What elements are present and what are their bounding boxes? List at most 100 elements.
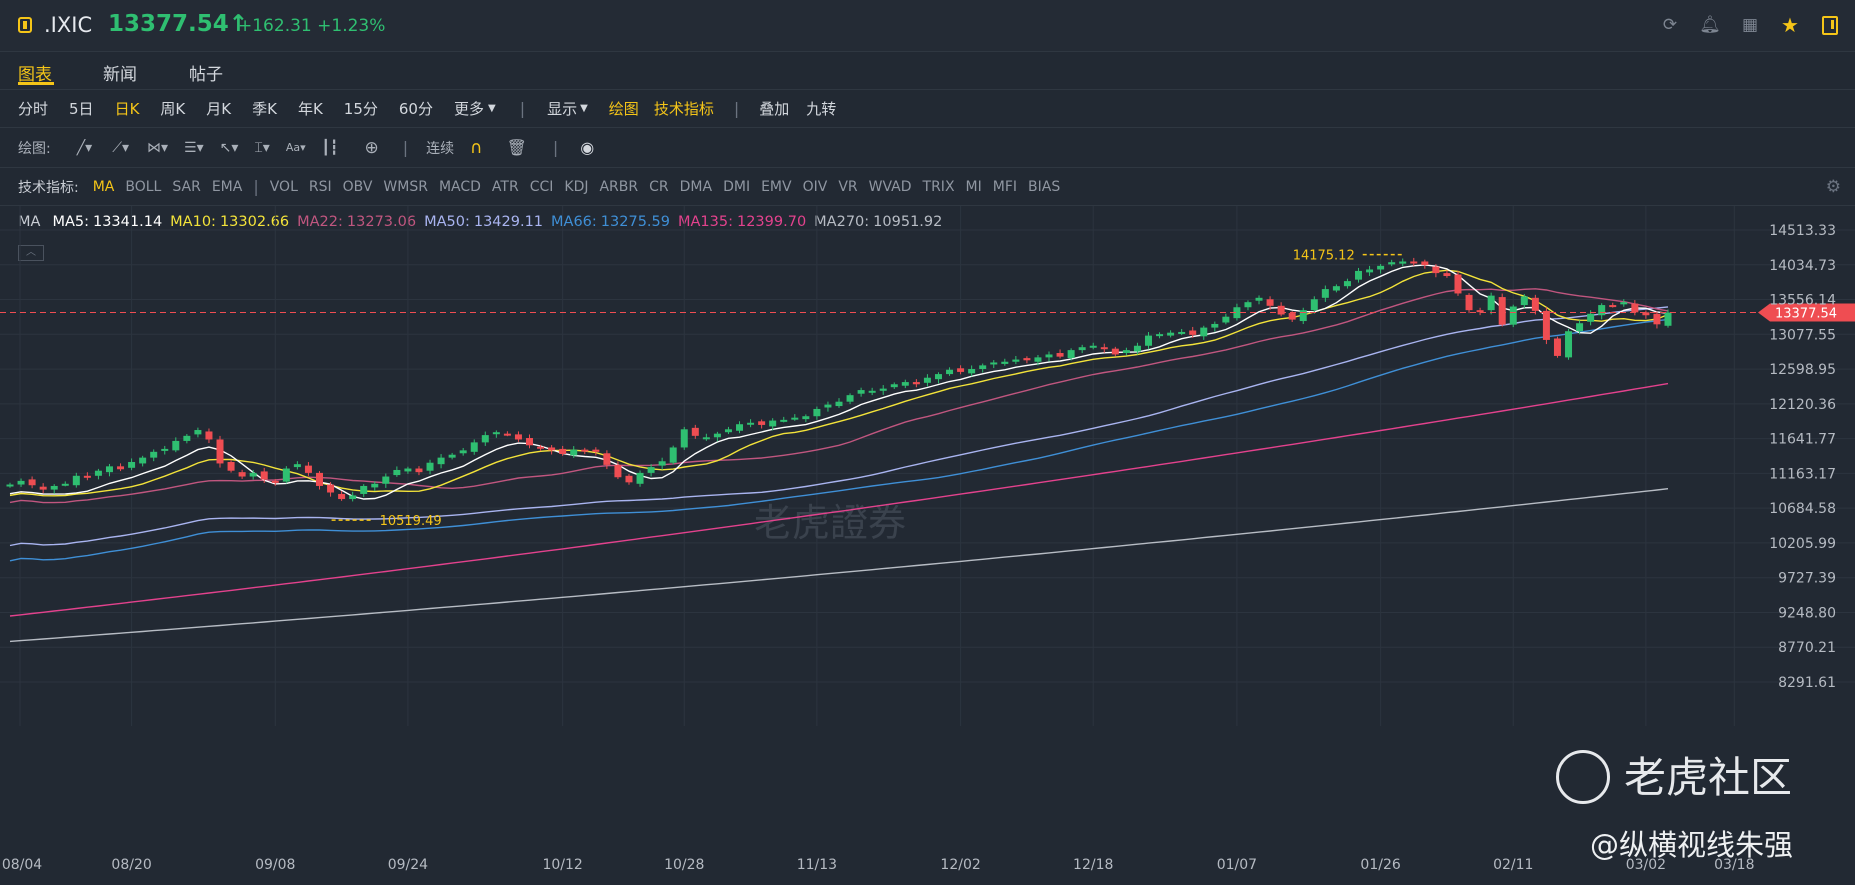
candle-body <box>923 377 931 383</box>
candle-tool-icon[interactable]: ┃┇ <box>321 139 339 156</box>
settings-icon[interactable]: ⚙ <box>1825 177 1841 197</box>
nine-turn-button[interactable]: 九转 <box>806 100 837 118</box>
caret-down-icon[interactable]: ▼ <box>580 103 588 114</box>
indicator-vr[interactable]: VR <box>838 178 858 195</box>
ma-legend-value: 13341.14 <box>92 214 163 230</box>
polyline-tool-icon[interactable]: ⟋▾ <box>112 139 130 156</box>
text-tool-icon[interactable]: Aa▾ <box>285 141 306 154</box>
candle-body <box>713 433 721 438</box>
indicator-macd[interactable]: MACD <box>438 178 481 195</box>
indicator-bias[interactable]: BIAS <box>1028 178 1061 195</box>
period-daily[interactable]: 日K <box>114 100 140 118</box>
indicator-mi[interactable]: MI <box>965 178 982 195</box>
period-quarterly[interactable]: 季K <box>252 100 277 118</box>
period-60min[interactable]: 60分 <box>398 100 433 118</box>
indicator-ema[interactable]: EMA <box>211 178 243 195</box>
indicator-dmi[interactable]: DMI <box>723 178 751 195</box>
bell-icon[interactable]: 🔔︎ <box>1699 15 1721 35</box>
candle-body <box>1343 281 1351 287</box>
y-axis: 14513.33 14034.73 13556.14 13077.55 12598.95… <box>1769 223 1836 691</box>
y-tick-label: 12120.36 <box>1769 397 1836 413</box>
indicator-boll[interactable]: BOLL <box>125 178 162 195</box>
period-monthly[interactable]: 月K <box>206 100 232 118</box>
period-yearly[interactable]: 年K <box>297 100 323 118</box>
indicator-toolbar: 技术指标: MA BOLL SAR EMA | VOL RSI OBV WMSR MACD ATR C… <box>0 168 1855 206</box>
candle-body <box>1542 310 1550 340</box>
line-tool-icon[interactable]: ╱▾ <box>76 139 93 156</box>
indicator-emv[interactable]: EMV <box>761 178 792 195</box>
indicator-rsi[interactable]: RSI <box>308 178 332 195</box>
y-tick-label: 10684.58 <box>1769 501 1836 517</box>
indicator-mfi[interactable]: MFI <box>992 178 1018 195</box>
indicator-trix[interactable]: TRIX <box>922 178 955 195</box>
candle-body <box>1421 261 1429 266</box>
star-icon[interactable]: ★ <box>1781 13 1799 37</box>
candle-body <box>592 449 600 452</box>
candle-body <box>780 419 788 422</box>
eye-icon[interactable]: ◉ <box>580 138 595 157</box>
candle-body <box>161 448 169 451</box>
indicator-toggle[interactable]: 技术指标 <box>653 100 714 118</box>
period-15min[interactable]: 15分 <box>343 100 378 118</box>
pattern-tool-icon[interactable]: ⋈▾ <box>147 139 169 156</box>
grid-icon[interactable]: ▦ <box>1741 15 1759 35</box>
candle-body <box>481 435 489 443</box>
panel-icon[interactable] <box>1819 14 1841 36</box>
x-tick-label: 12/18 <box>1073 857 1113 873</box>
ma-lines <box>9 264 1669 643</box>
caret-down-icon[interactable]: ▼ <box>487 103 496 114</box>
candle-body <box>338 493 346 500</box>
period-more[interactable]: 更多 <box>453 100 484 118</box>
zoom-icon[interactable]: ⊕ <box>364 137 379 158</box>
candle-body <box>1067 350 1075 359</box>
indicator-sar[interactable]: SAR <box>172 178 201 195</box>
ma-legend-value: 13273.06 <box>346 214 417 230</box>
author-watermark: @纵横视线朱强 <box>1590 828 1794 862</box>
candle-body <box>680 429 688 448</box>
overlay-button[interactable]: 叠加 <box>759 100 790 118</box>
candle-body <box>50 485 58 490</box>
period-weekly[interactable]: 周K <box>160 100 186 118</box>
indicator-arbr[interactable]: ARBR <box>599 178 639 195</box>
candles <box>6 257 1672 502</box>
measure-tool-icon[interactable]: ⌶▾ <box>254 139 270 156</box>
chart-grid <box>0 206 1855 726</box>
tab-chart[interactable]: 图表 <box>18 65 52 85</box>
indicator-atr[interactable]: ATR <box>491 178 519 195</box>
candle-body <box>205 431 213 440</box>
indicator-oiv[interactable]: OIV <box>802 178 828 195</box>
arrow-tool-icon[interactable]: ↖▾ <box>219 139 239 156</box>
display-menu[interactable]: 显示 <box>547 100 578 118</box>
period-5day[interactable]: 5日 <box>69 100 94 118</box>
ma-legend-item: MA5: 13341.14 <box>52 214 162 230</box>
tab-news[interactable]: 新闻 <box>103 65 137 85</box>
indicator-cci[interactable]: CCI <box>529 178 554 195</box>
candle-body <box>1598 305 1606 316</box>
ma-legend-label: MA10: <box>170 214 216 230</box>
indicator-cr[interactable]: CR <box>649 178 669 195</box>
magnet-icon[interactable]: ∩ <box>470 137 483 158</box>
indicator-obv[interactable]: OBV <box>342 178 373 195</box>
indicator-kdj[interactable]: KDJ <box>564 178 589 195</box>
y-tick-label: 9727.39 <box>1778 571 1836 587</box>
refresh-icon[interactable]: ⟳ <box>1662 15 1678 35</box>
candle-body <box>371 483 379 488</box>
sidebar-toggle-icon[interactable] <box>18 17 32 33</box>
candle-body <box>724 429 732 433</box>
indicator-wvad[interactable]: WVAD <box>868 178 912 195</box>
trash-icon[interactable]: 🗑︎ <box>506 138 527 157</box>
candle-body <box>1255 297 1263 301</box>
indicator-wmsr[interactable]: WMSR <box>383 178 428 195</box>
indicator-dma[interactable]: DMA <box>679 178 713 195</box>
period-timeshare[interactable]: 分时 <box>18 100 49 118</box>
collapse-legend-icon[interactable]: ︿ <box>18 245 44 261</box>
ma-legend-label: MA5: <box>52 214 89 230</box>
indicator-ma[interactable]: MA <box>92 178 115 195</box>
fib-tool-icon[interactable]: ☰▾ <box>184 139 204 156</box>
candle-body <box>979 365 987 370</box>
continuous-toggle[interactable]: 连续 <box>426 140 455 157</box>
tab-posts[interactable]: 帖子 <box>189 65 223 85</box>
indicator-vol[interactable]: VOL <box>269 178 298 195</box>
draw-toggle[interactable]: 绘图 <box>608 100 639 118</box>
